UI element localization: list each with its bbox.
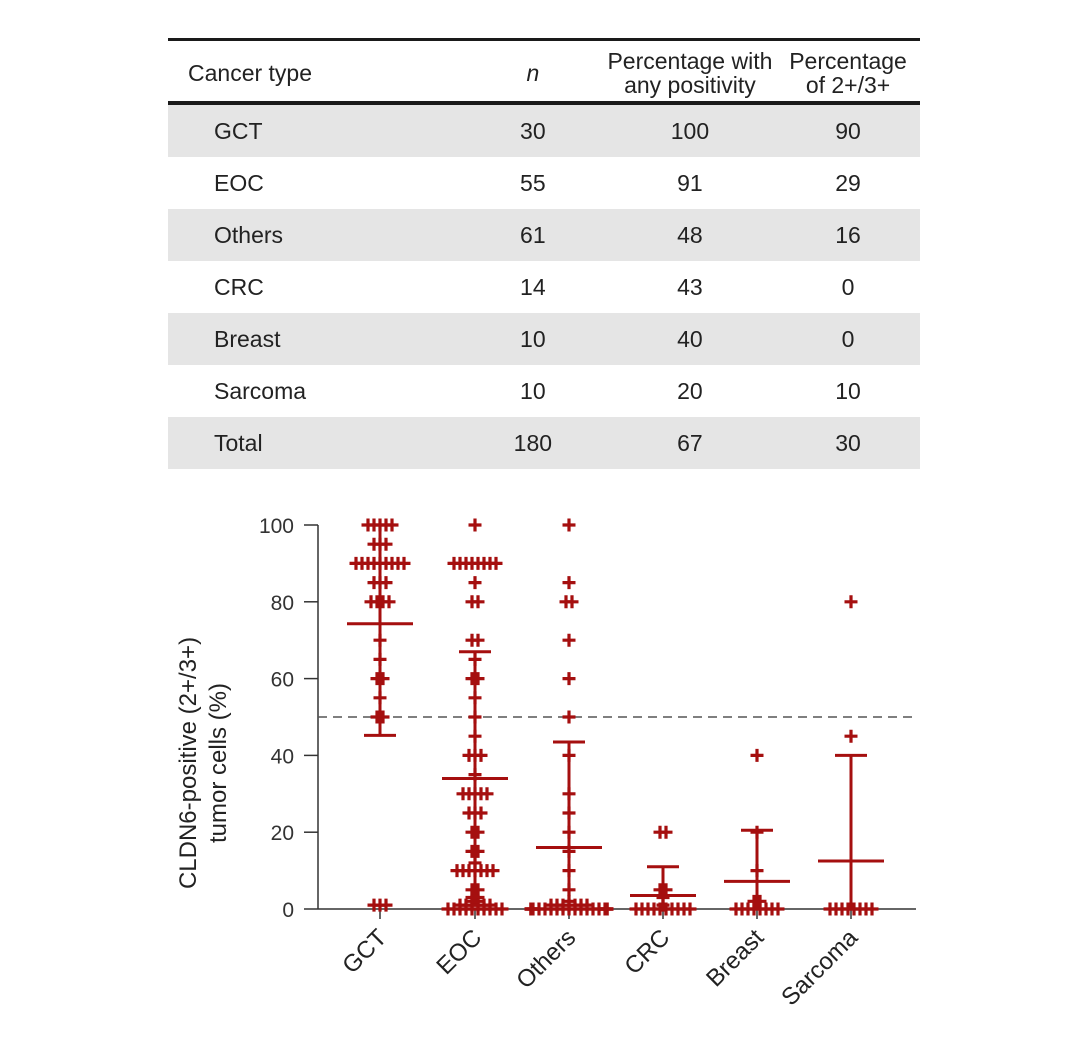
data-point	[659, 825, 673, 839]
data-point	[562, 710, 576, 724]
data-point	[844, 595, 858, 609]
cell-any-positivity: 40	[603, 313, 777, 365]
data-point	[495, 902, 509, 916]
cell-any-positivity: 91	[677, 169, 703, 196]
data-point	[565, 595, 579, 609]
cell-cancer-type: Total	[168, 417, 462, 469]
data-point	[562, 672, 576, 686]
cell-cancer-type: EOC	[214, 169, 264, 196]
header-2plus-3plus-line2: of 2+/3+	[805, 71, 891, 98]
x-axis-labels: GCT EOC Others CRC Breast Sarcoma	[337, 924, 863, 1011]
cell-2plus-3plus: 30	[776, 417, 920, 469]
data-point	[683, 902, 697, 916]
table-row: EOC 55 91 29	[168, 157, 920, 209]
cell-n: 10	[520, 377, 546, 404]
cell-n: 180	[461, 417, 604, 469]
y-axis-label-line2: tumor cells (%)	[205, 683, 232, 843]
data-point	[474, 806, 488, 820]
data-point	[562, 518, 576, 532]
y-axis-label: CLDN6-positive (2+/3+) tumor cells (%)	[175, 637, 232, 889]
data-point	[382, 595, 396, 609]
cell-2plus-3plus: 0	[841, 273, 855, 300]
summary-table: Cancer type n Percentage with any positi…	[168, 38, 920, 469]
table-body: GCT 30 100 90 EOC 55 91 29 Others 61 48 …	[168, 103, 920, 469]
cell-2plus-3plus: 0	[776, 313, 920, 365]
table-row: Total 180 67 30	[168, 417, 920, 469]
data-point	[562, 576, 576, 590]
data-point	[865, 902, 879, 916]
data-point	[474, 748, 488, 762]
header-any-positivity-line2: any positivity	[624, 71, 756, 98]
axes: 0 20 40 60 80 100	[259, 515, 916, 922]
x-category-label: EOC	[431, 924, 487, 980]
cell-cancer-type: GCT	[168, 103, 462, 157]
data-point	[397, 556, 411, 570]
cell-cancer-type: Others	[168, 209, 462, 261]
cell-cancer-type: CRC	[214, 273, 264, 300]
table-row: Sarcoma 10 20 10	[168, 365, 920, 417]
header-2plus-3plus-line1: Percentage	[789, 47, 907, 74]
y-tick-label: 100	[259, 515, 294, 538]
cell-n: 30	[461, 103, 604, 157]
header-any-positivity-line1: Percentage with	[607, 47, 773, 74]
table-row: Breast 10 40 0	[168, 313, 920, 365]
cell-2plus-3plus: 16	[776, 209, 920, 261]
y-tick-label: 20	[271, 822, 294, 845]
cell-cancer-type: Sarcoma	[214, 377, 307, 404]
x-category-label: Sarcoma	[776, 924, 863, 1011]
y-tick-label: 80	[271, 592, 294, 615]
header-n: n	[526, 59, 540, 86]
data-point	[600, 902, 614, 916]
cell-2plus-3plus: 10	[835, 377, 861, 404]
cell-n: 55	[520, 169, 546, 196]
data-marks	[347, 518, 884, 916]
x-category-label: Others	[511, 924, 581, 994]
header-2plus-3plus: Percentage of 2+/3+	[776, 40, 920, 104]
y-tick-label: 40	[271, 745, 294, 768]
cell-2plus-3plus: 29	[835, 169, 861, 196]
data-point	[480, 787, 494, 801]
cell-any-positivity: 48	[603, 209, 777, 261]
data-point	[379, 898, 393, 912]
cell-n: 14	[520, 273, 546, 300]
data-point	[379, 537, 393, 551]
header-cancer-type: Cancer type	[188, 59, 313, 86]
x-category-label: GCT	[337, 924, 392, 979]
data-point	[379, 576, 393, 590]
data-point	[486, 864, 500, 878]
header-any-positivity: Percentage with any positivity	[604, 40, 776, 104]
table-row: Others 61 48 16	[168, 209, 920, 261]
data-point	[489, 556, 503, 570]
data-point	[471, 595, 485, 609]
data-point	[468, 576, 482, 590]
x-category-label: Breast	[701, 924, 769, 992]
table-row: CRC 14 43 0	[168, 261, 920, 313]
cell-n: 61	[461, 209, 604, 261]
cell-2plus-3plus: 90	[776, 103, 920, 157]
data-point	[468, 518, 482, 532]
table-row: GCT 30 100 90	[168, 103, 920, 157]
cell-any-positivity: 100	[603, 103, 777, 157]
cell-any-positivity: 67	[603, 417, 777, 469]
data-point	[471, 633, 485, 647]
y-axis-label-line1: CLDN6-positive (2+/3+)	[175, 637, 202, 889]
data-point	[771, 902, 785, 916]
cell-cancer-type: Breast	[168, 313, 462, 365]
data-point	[750, 748, 764, 762]
x-category-label: CRC	[619, 924, 675, 980]
y-tick-label: 0	[282, 899, 294, 922]
summary-table-container: Cancer type n Percentage with any positi…	[168, 38, 920, 469]
cell-any-positivity: 43	[677, 273, 703, 300]
y-tick-label: 60	[271, 669, 294, 692]
dot-plot-chart: CLDN6-positive (2+/3+) tumor cells (%) 0…	[175, 515, 916, 1011]
cell-any-positivity: 20	[677, 377, 703, 404]
data-point	[844, 729, 858, 743]
table-header: Cancer type n Percentage with any positi…	[168, 39, 920, 104]
cell-n: 10	[461, 313, 604, 365]
data-point	[562, 633, 576, 647]
